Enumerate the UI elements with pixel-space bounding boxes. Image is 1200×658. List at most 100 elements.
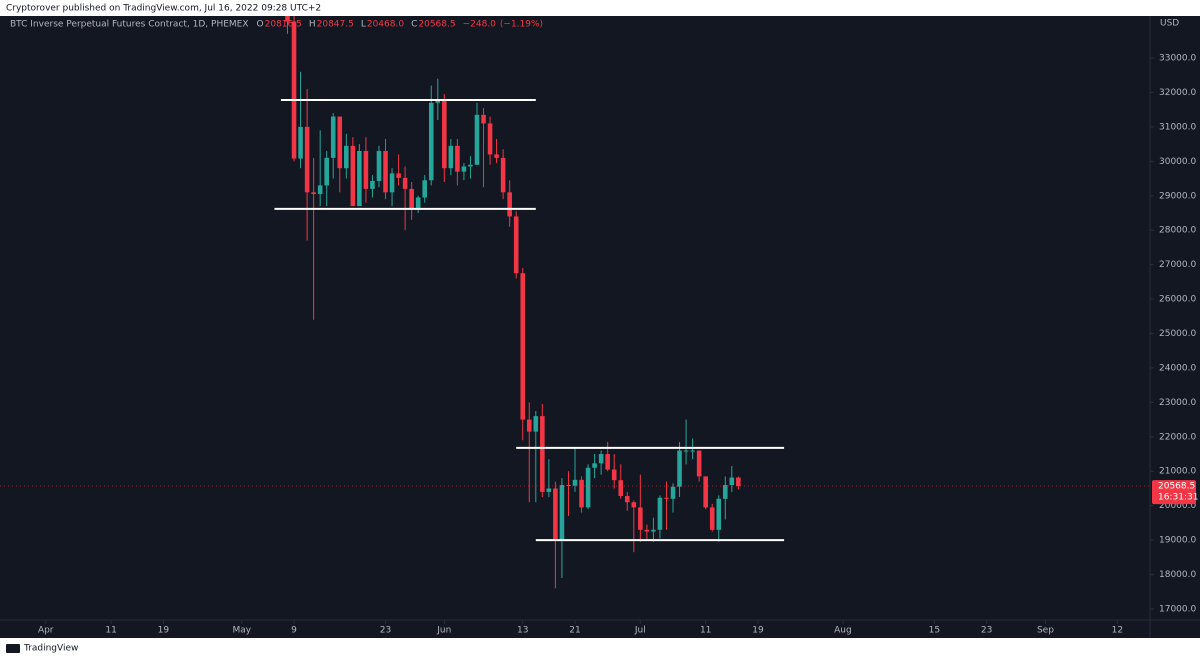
y-tick-label: 30000.0: [1159, 157, 1196, 167]
candle-body: [330, 116, 336, 158]
candle-body: [540, 416, 545, 492]
candle-body: [703, 476, 708, 508]
countdown-label: 16:31:31: [1158, 493, 1198, 503]
candle-body: [409, 188, 414, 210]
candle-body: [572, 479, 578, 486]
candle-body: [422, 180, 428, 198]
candle-body: [513, 216, 519, 274]
candle-body: [670, 486, 676, 499]
x-tick-label: Jul: [634, 626, 646, 636]
last-price-label: 20568.5: [1158, 482, 1195, 492]
candle-body: [722, 485, 728, 499]
ohlc-name: L: [361, 20, 366, 30]
y-tick-label: 20000.0: [1159, 501, 1196, 511]
candle-body: [585, 467, 591, 508]
candle-body: [618, 480, 624, 497]
brand-text: TradingView: [23, 644, 78, 654]
footer-bar: [0, 638, 1200, 658]
change-percent: (−1.19%): [500, 20, 543, 30]
publisher-text: Cryptorover published on TradingView.com…: [6, 4, 321, 14]
candle-body: [324, 157, 329, 186]
candle-body: [716, 498, 722, 530]
x-tick-label: 23: [380, 626, 391, 636]
y-tick-label: 22000.0: [1159, 432, 1196, 442]
y-tick-label: 23000.0: [1159, 398, 1196, 408]
candle-body: [481, 114, 486, 124]
candle-body: [298, 126, 303, 159]
x-tick-label: 11: [105, 626, 116, 636]
candle-body: [664, 497, 669, 499]
chart-title: BTC Inverse Perpetual Futures Contract, …: [10, 20, 249, 30]
candle-body: [291, 21, 297, 159]
y-tick-label: 27000.0: [1159, 260, 1196, 270]
candle-body: [729, 477, 735, 486]
candle-body: [435, 100, 441, 103]
candle-body: [592, 463, 597, 468]
candle-body: [683, 450, 689, 452]
x-tick-label: Apr: [38, 626, 54, 636]
candle-body: [383, 150, 388, 193]
x-tick-label: 19: [158, 626, 170, 636]
candle-body: [690, 450, 695, 452]
candle-body: [389, 173, 395, 193]
x-tick-label: Sep: [1037, 626, 1054, 636]
price-unit: USD: [1160, 19, 1179, 29]
x-tick-label: 15: [929, 626, 940, 636]
candle-body: [494, 154, 499, 158]
y-tick-label: 19000.0: [1159, 536, 1196, 546]
candle-body: [455, 145, 460, 172]
x-tick-label: 23: [981, 626, 992, 636]
candle-body: [611, 469, 617, 481]
candle-body: [363, 150, 369, 189]
candle-body: [487, 123, 493, 155]
candle-body: [520, 273, 526, 420]
y-tick-label: 31000.0: [1159, 122, 1196, 132]
x-tick-label: 11: [700, 626, 711, 636]
x-tick-label: 9: [291, 626, 297, 636]
candle-body: [553, 488, 558, 541]
candle-body: [677, 450, 682, 487]
x-tick-label: 12: [1112, 626, 1123, 636]
candle-body: [605, 454, 610, 470]
candle-body: [396, 173, 401, 178]
chart-background: [0, 16, 1200, 638]
y-tick-label: 21000.0: [1159, 467, 1196, 477]
change-value: −248.0: [463, 20, 497, 30]
y-tick-label: 29000.0: [1159, 191, 1196, 201]
candle-body: [311, 192, 316, 195]
candle-body: [442, 100, 447, 169]
candle-body: [402, 177, 408, 189]
ohlc-value: 20816.5: [265, 20, 302, 30]
candle-body: [461, 166, 467, 172]
candle-body: [285, 16, 290, 22]
y-tick-label: 32000.0: [1159, 88, 1196, 98]
candle-body: [736, 477, 741, 487]
header-bar: [0, 0, 1200, 16]
candle-body: [638, 507, 643, 530]
y-tick-label: 28000.0: [1159, 226, 1196, 236]
candle-body: [448, 145, 454, 169]
candle-body: [657, 497, 663, 530]
candle-body: [559, 485, 565, 541]
x-tick-label: May: [232, 626, 251, 636]
candle-body: [598, 454, 604, 464]
candle-body: [526, 419, 532, 432]
candle-body: [644, 529, 650, 532]
y-tick-label: 18000.0: [1159, 570, 1196, 580]
candle-body: [428, 102, 434, 181]
candle-body: [631, 502, 637, 508]
candle-body: [317, 185, 323, 195]
ohlc-value: 20468.0: [367, 20, 404, 30]
ohlc-value: 20568.5: [418, 20, 455, 30]
y-tick-label: 17000.0: [1159, 604, 1196, 614]
y-tick-label: 24000.0: [1159, 363, 1196, 373]
candle-body: [376, 150, 382, 181]
candle-body: [415, 197, 421, 210]
candle-body: [696, 450, 702, 477]
y-tick-label: 33000.0: [1159, 54, 1196, 64]
x-tick-label: 21: [569, 626, 580, 636]
x-tick-label: 13: [517, 626, 528, 636]
x-tick-label: Jun: [436, 626, 451, 636]
